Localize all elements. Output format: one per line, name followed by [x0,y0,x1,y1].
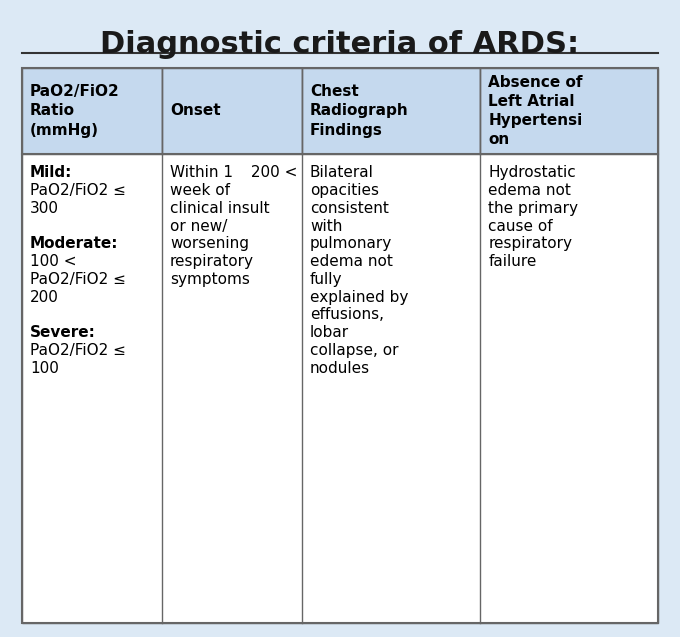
Text: 200 <: 200 < [246,166,297,180]
Text: 300: 300 [30,201,59,216]
Text: lobar: lobar [310,326,349,340]
Text: PaO2/FiO2
Ratio
(mmHg): PaO2/FiO2 Ratio (mmHg) [30,84,120,138]
Text: the primary: the primary [488,201,578,216]
FancyBboxPatch shape [22,154,658,623]
Text: Hydrostatic: Hydrostatic [488,166,576,180]
Text: symptoms: symptoms [170,272,250,287]
Text: Within 1: Within 1 [170,166,233,180]
Text: fully: fully [310,272,343,287]
Text: consistent: consistent [310,201,389,216]
Text: Onset: Onset [170,103,220,118]
Text: Chest
Radiograph
Findings: Chest Radiograph Findings [310,84,409,138]
FancyBboxPatch shape [162,68,302,154]
Text: nodules: nodules [310,361,370,376]
Text: week of: week of [170,183,230,198]
Text: respiratory: respiratory [170,254,254,269]
Text: Absence of
Left Atrial
Hypertensi
on: Absence of Left Atrial Hypertensi on [488,75,583,147]
Text: 100: 100 [30,361,58,376]
Text: Bilateral: Bilateral [310,166,374,180]
Text: effusions,: effusions, [310,308,384,322]
Text: Severe:: Severe: [30,326,96,340]
Text: worsening: worsening [170,236,249,252]
Text: cause of: cause of [488,218,553,234]
Text: collapse, or: collapse, or [310,343,398,358]
Text: respiratory: respiratory [488,236,572,252]
Text: edema not: edema not [310,254,393,269]
Text: 200: 200 [30,290,58,304]
Text: failure: failure [488,254,537,269]
Text: or new/: or new/ [170,218,227,234]
FancyBboxPatch shape [302,68,480,154]
Text: 100 <: 100 < [30,254,76,269]
Text: Mild:: Mild: [30,166,72,180]
Text: pulmonary: pulmonary [310,236,392,252]
Text: PaO2/FiO2 ≤: PaO2/FiO2 ≤ [30,343,126,358]
Text: explained by: explained by [310,290,408,304]
Text: Diagnostic criteria of ARDS:: Diagnostic criteria of ARDS: [101,30,579,59]
Text: opacities: opacities [310,183,379,198]
FancyBboxPatch shape [480,68,658,154]
FancyBboxPatch shape [22,68,162,154]
Text: PaO2/FiO2 ≤: PaO2/FiO2 ≤ [30,183,126,198]
Text: Moderate:: Moderate: [30,236,118,252]
Text: clinical insult: clinical insult [170,201,269,216]
Text: with: with [310,218,342,234]
Text: edema not: edema not [488,183,571,198]
Text: PaO2/FiO2 ≤: PaO2/FiO2 ≤ [30,272,126,287]
Text: medicina: medicina [251,331,429,369]
